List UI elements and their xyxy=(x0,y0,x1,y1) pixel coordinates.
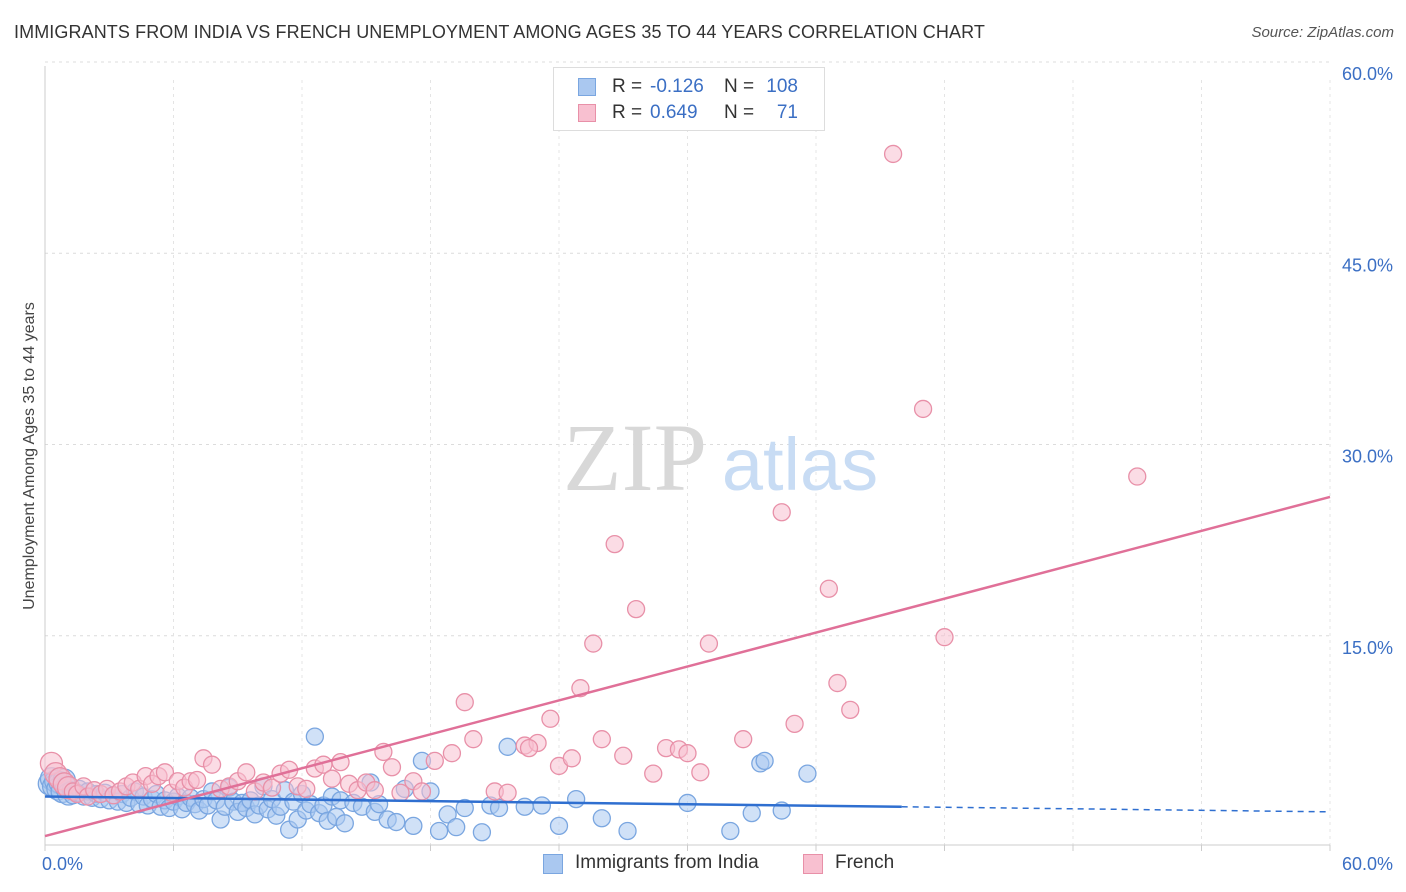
india-trend-extension xyxy=(901,806,1331,813)
y-tick-label: 15.0% xyxy=(1342,638,1393,658)
french-point xyxy=(382,758,402,777)
india-point xyxy=(566,789,586,809)
french-point xyxy=(519,738,539,758)
french-point xyxy=(202,755,222,774)
legend-row-french: R = 0.649 N = 71 xyxy=(554,102,824,126)
gridlines xyxy=(45,61,1331,845)
india-point xyxy=(498,737,517,756)
french-point xyxy=(626,599,646,619)
series-legend: Immigrants from India French xyxy=(0,852,1406,878)
french-point xyxy=(935,628,954,647)
india-point xyxy=(532,796,552,815)
french-point xyxy=(592,730,611,749)
french-point xyxy=(237,763,256,782)
india-point xyxy=(721,821,740,841)
french-point xyxy=(605,534,624,554)
y-tick-label: 45.0% xyxy=(1342,255,1393,275)
trend-lines xyxy=(44,495,1331,838)
legend-r-label: R = xyxy=(612,76,643,97)
legend-swatch-india xyxy=(543,854,563,874)
india-point xyxy=(387,812,406,832)
india-point xyxy=(455,798,474,818)
legend-n-label: N = xyxy=(724,76,755,97)
legend-n-label: N = xyxy=(724,102,755,123)
legend-label-india: Immigrants from India xyxy=(575,852,759,873)
india-point xyxy=(798,764,817,783)
legend-n-value: 71 xyxy=(776,102,798,123)
french-point xyxy=(772,503,791,522)
india-point xyxy=(742,803,761,823)
french-point xyxy=(883,144,903,164)
french-point xyxy=(828,673,847,693)
french-point xyxy=(365,781,384,800)
french-point xyxy=(785,714,804,734)
y-tick-label: 60.0% xyxy=(1342,64,1393,84)
french-point xyxy=(678,744,697,763)
india-point xyxy=(618,821,637,841)
legend-label-french: French xyxy=(835,852,895,873)
french-point xyxy=(155,763,175,782)
y-tick-label: 30.0% xyxy=(1342,447,1393,467)
french-point xyxy=(322,769,342,788)
french-point xyxy=(187,770,207,790)
french-point xyxy=(262,778,282,797)
french-point xyxy=(498,783,517,802)
french-point xyxy=(699,634,719,653)
watermark-atlas: atlas xyxy=(722,423,878,506)
legend-r-label: R = xyxy=(612,102,643,123)
india-point xyxy=(404,816,423,836)
watermark-zip: ZIP xyxy=(563,404,707,511)
india-point xyxy=(438,805,457,824)
india-point xyxy=(755,751,774,770)
india-point xyxy=(305,727,325,746)
legend-n-value: 108 xyxy=(766,76,798,97)
legend-r-value: 0.649 xyxy=(650,102,698,123)
tick-labels: 15.0% 30.0% 45.0% 60.0% 0.0% 60.0% xyxy=(42,64,1393,874)
watermark: ZIP atlas xyxy=(563,404,878,511)
french-point xyxy=(455,693,474,712)
india-point xyxy=(447,818,466,837)
india-point xyxy=(335,814,354,833)
french-point xyxy=(644,764,663,783)
india-point xyxy=(592,809,611,828)
axes xyxy=(44,66,1331,851)
india-point xyxy=(429,821,449,841)
source-label: Source: ZipAtlas.com xyxy=(1251,24,1394,41)
stats-legend: R = -0.126 N = 108 R = 0.649 N = 71 xyxy=(553,67,825,131)
french-point xyxy=(1128,467,1147,486)
french-trend-line xyxy=(44,495,1331,838)
legend-row-india: R = -0.126 N = 108 xyxy=(554,76,824,100)
x-tick-label: 0.0% xyxy=(42,854,83,874)
french-point xyxy=(584,634,603,653)
french-point xyxy=(841,700,860,719)
india-point xyxy=(515,797,534,816)
french-point xyxy=(425,751,444,770)
french-point xyxy=(541,709,560,728)
french-point xyxy=(734,730,753,749)
legend-swatch-french xyxy=(578,104,596,122)
india-point xyxy=(472,823,492,842)
french-point xyxy=(614,746,633,765)
french-point xyxy=(691,763,710,782)
french-point xyxy=(412,782,432,801)
french-point xyxy=(819,579,838,598)
french-point xyxy=(442,744,462,763)
legend-swatch-india xyxy=(578,78,596,96)
chart-title: IMMIGRANTS FROM INDIA VS FRENCH UNEMPLOY… xyxy=(14,22,985,42)
x-tick-label: 60.0% xyxy=(1342,854,1393,874)
legend-r-value: -0.126 xyxy=(650,76,704,97)
french-point xyxy=(562,749,581,768)
french-point xyxy=(297,779,316,799)
french-point xyxy=(464,730,483,749)
legend-swatch-french xyxy=(803,854,823,874)
french-point xyxy=(913,399,933,419)
india-point xyxy=(549,816,569,836)
